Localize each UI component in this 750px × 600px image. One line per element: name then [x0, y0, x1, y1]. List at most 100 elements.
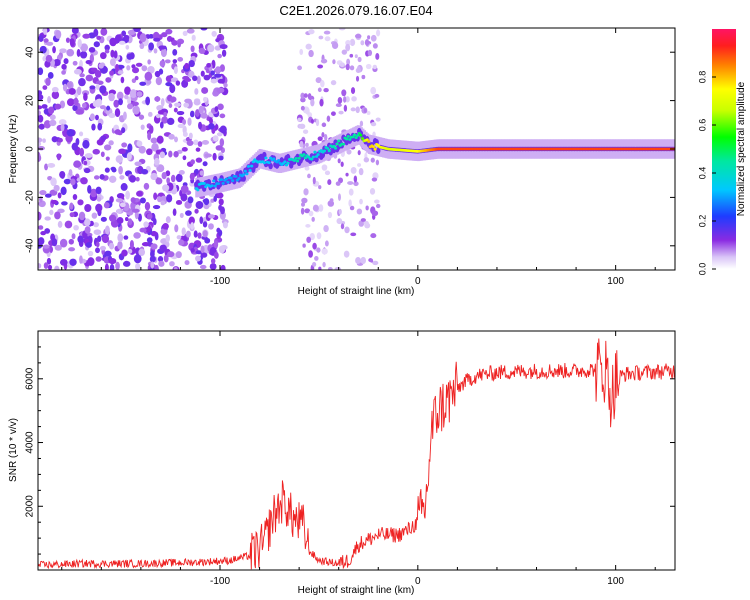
- spectrogram-panel: -100 0 100 -40 -20 0 20 40 Height of straight l…: [8, 27, 676, 297]
- noise-blob: [61, 201, 68, 206]
- noise-blob: [95, 241, 100, 248]
- noise-blob: [197, 232, 202, 239]
- noise-blob: [357, 56, 362, 63]
- noise-blob: [38, 237, 45, 246]
- noise-blob: [65, 37, 70, 43]
- noise-blob: [345, 63, 350, 71]
- noise-blob: [324, 133, 328, 142]
- ridge-core: [221, 181, 225, 185]
- noise-blob: [122, 260, 131, 267]
- noise-blob: [193, 99, 201, 106]
- noise-blob: [93, 41, 100, 48]
- noise-blob: [125, 44, 130, 50]
- noise-blob: [370, 157, 375, 163]
- noise-blob: [149, 255, 156, 263]
- ridge-core: [202, 182, 206, 185]
- noise-blob: [54, 211, 61, 220]
- noise-blob: [349, 205, 355, 211]
- noise-blob: [190, 248, 195, 253]
- noise-blob: [104, 167, 110, 173]
- noise-blob: [162, 223, 169, 230]
- noise-blob: [126, 65, 131, 71]
- noise-blob: [57, 137, 63, 143]
- noise-blob: [129, 89, 138, 99]
- noise-blob: [169, 261, 175, 267]
- noise-blob: [71, 233, 76, 240]
- noise-blob: [59, 170, 66, 179]
- noise-blob: [96, 196, 102, 202]
- noise-blob: [316, 232, 322, 240]
- noise-blob: [163, 254, 169, 263]
- noise-blob: [360, 256, 367, 265]
- noise-blob: [118, 98, 123, 106]
- noise-blob: [312, 242, 317, 250]
- noise-blob: [111, 167, 117, 173]
- noise-blob: [136, 190, 143, 197]
- noise-blob: [220, 264, 226, 270]
- noise-blob: [340, 223, 345, 230]
- noise-blob: [316, 247, 321, 253]
- colorbar: 0.0 0.2 0.4 0.6 0.8 Normalized spectral ampl…: [697, 29, 747, 275]
- noise-blob: [178, 239, 185, 246]
- noise-blob: [370, 34, 377, 42]
- noise-blob: [355, 256, 361, 265]
- ridge-core: [351, 135, 355, 139]
- noise-blob: [124, 94, 129, 100]
- noise-blob: [104, 250, 112, 257]
- noise-blob: [95, 256, 102, 262]
- noise-blob: [38, 225, 44, 230]
- noise-blob: [51, 90, 60, 100]
- noise-blob: [166, 177, 170, 184]
- noise-blob: [349, 53, 354, 58]
- noise-blob: [43, 262, 49, 269]
- noise-blob: [160, 200, 166, 206]
- noise-blob: [66, 48, 75, 57]
- noise-blob: [199, 216, 204, 224]
- noise-blob: [93, 222, 99, 228]
- noise-blob: [359, 198, 363, 205]
- noise-blob: [321, 132, 325, 138]
- noise-blob: [89, 85, 96, 90]
- spectrogram-ytick-label: 40: [25, 46, 36, 58]
- noise-blob: [315, 77, 322, 84]
- noise-blob: [92, 148, 100, 155]
- noise-blob: [349, 38, 356, 47]
- noise-blob: [177, 57, 184, 62]
- noise-blob: [138, 248, 146, 256]
- noise-blob: [206, 63, 212, 68]
- noise-blob: [76, 49, 81, 57]
- snr-xtick-label: 0: [415, 576, 421, 587]
- snr-ylabel: SNR (10 * v/v): [8, 418, 19, 482]
- noise-blob: [100, 216, 107, 222]
- noise-blob: [100, 151, 105, 158]
- ridge-core: [341, 142, 346, 146]
- noise-blob: [118, 165, 123, 175]
- noise-blob: [181, 147, 188, 152]
- noise-blob: [95, 83, 100, 91]
- noise-blob: [219, 138, 225, 147]
- noise-blob: [211, 30, 217, 37]
- noise-blob: [98, 62, 104, 69]
- noise-blob: [180, 185, 189, 194]
- ridge-core: [294, 156, 298, 160]
- noise-blob: [200, 70, 205, 77]
- noise-blob: [304, 208, 311, 214]
- noise-blob: [335, 181, 341, 186]
- noise-blob: [121, 127, 126, 134]
- noise-blob: [369, 188, 376, 195]
- noise-blob: [153, 192, 158, 201]
- noise-blob: [38, 34, 44, 42]
- noise-blob: [120, 76, 125, 84]
- noise-blob: [174, 224, 179, 233]
- noise-blob: [355, 75, 360, 82]
- noise-blob: [129, 175, 137, 183]
- noise-blob: [207, 214, 215, 219]
- noise-blob: [212, 152, 217, 161]
- noise-blob: [70, 178, 76, 186]
- ridge-core: [354, 136, 358, 139]
- noise-blob: [114, 34, 122, 44]
- noise-blob: [45, 41, 54, 46]
- noise-blob: [200, 252, 208, 258]
- noise-blob: [103, 202, 110, 209]
- figure-title: C2E1.2026.079.16.07.E04: [279, 3, 432, 18]
